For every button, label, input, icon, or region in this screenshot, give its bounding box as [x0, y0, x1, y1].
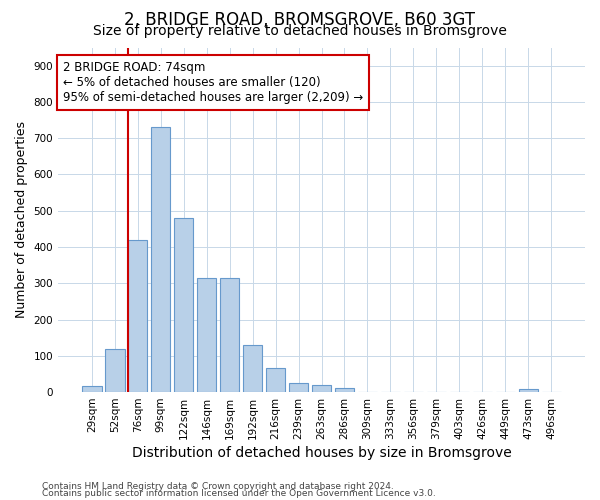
Bar: [105, 348, 125, 392]
Bar: [518, 389, 538, 392]
Bar: [312, 385, 331, 392]
Text: Contains HM Land Registry data © Crown copyright and database right 2024.: Contains HM Land Registry data © Crown c…: [42, 482, 394, 491]
Text: 2, BRIDGE ROAD, BROMSGROVE, B60 3GT: 2, BRIDGE ROAD, BROMSGROVE, B60 3GT: [125, 11, 476, 29]
Bar: [82, 386, 101, 392]
Bar: [335, 388, 354, 392]
Bar: [128, 240, 148, 392]
Text: Size of property relative to detached houses in Bromsgrove: Size of property relative to detached ho…: [93, 24, 507, 38]
Bar: [289, 383, 308, 392]
X-axis label: Distribution of detached houses by size in Bromsgrove: Distribution of detached houses by size …: [131, 446, 511, 460]
Y-axis label: Number of detached properties: Number of detached properties: [15, 122, 28, 318]
Text: 2 BRIDGE ROAD: 74sqm
← 5% of detached houses are smaller (120)
95% of semi-detac: 2 BRIDGE ROAD: 74sqm ← 5% of detached ho…: [64, 62, 364, 104]
Bar: [197, 278, 217, 392]
Bar: [243, 345, 262, 392]
Text: Contains public sector information licensed under the Open Government Licence v3: Contains public sector information licen…: [42, 490, 436, 498]
Bar: [266, 368, 286, 392]
Bar: [220, 278, 239, 392]
Bar: [151, 128, 170, 392]
Bar: [174, 218, 193, 392]
